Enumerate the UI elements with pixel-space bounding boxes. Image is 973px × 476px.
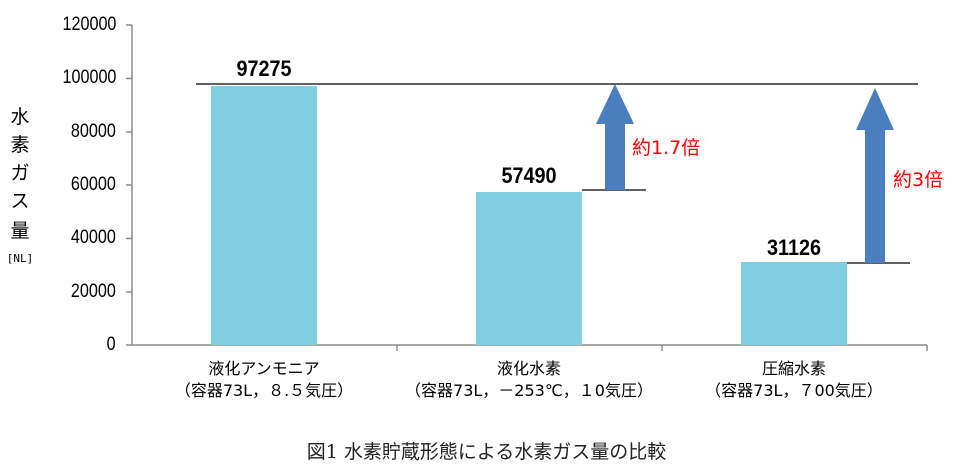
y-tick-label: 100000 bbox=[62, 67, 116, 88]
y-tick-label: 20000 bbox=[71, 281, 116, 302]
bar-compressed-hydrogen bbox=[741, 262, 847, 345]
category-label: 液化アンモニア （容器73L，８.５気圧） bbox=[134, 358, 394, 402]
figure-caption: 図1 水素貯蔵形態による水素ガス量の比較 bbox=[306, 441, 667, 463]
y-tick-label: 0 bbox=[107, 334, 116, 355]
data-label: 97275 bbox=[236, 56, 292, 81]
y-tick-label: 60000 bbox=[71, 174, 116, 195]
data-label: 31126 bbox=[767, 235, 821, 260]
y-axis-title-char: ス bbox=[10, 190, 30, 212]
y-axis-title-char: 素 bbox=[10, 134, 30, 156]
ratio-label: 約1.7倍 bbox=[632, 137, 701, 159]
arrow-up-icon bbox=[596, 84, 634, 190]
category-name: 液化水素 bbox=[496, 359, 561, 378]
category-name: 圧縮水素 bbox=[761, 359, 826, 378]
data-label: 57490 bbox=[501, 163, 557, 188]
ratio-label: 約3倍 bbox=[893, 169, 944, 191]
arrow-up-icon bbox=[856, 88, 894, 263]
y-axis-title-char: 量 bbox=[10, 220, 30, 242]
category-detail: （容器73L，－253℃，１0気圧） bbox=[405, 381, 653, 400]
category-name: 液化アンモニア bbox=[208, 359, 320, 378]
category-label: 液化水素 （容器73L，－253℃，１0気圧） bbox=[399, 358, 659, 402]
y-tick-label: 80000 bbox=[71, 121, 116, 142]
y-tick-label: 120000 bbox=[62, 14, 116, 35]
category-detail: （容器73L，７00気圧） bbox=[705, 381, 883, 400]
y-tick-label: 40000 bbox=[71, 227, 116, 248]
y-axis-title-char: 水 bbox=[10, 106, 30, 128]
bar-liquid-hydrogen bbox=[476, 192, 582, 345]
category-detail: （容器73L，８.５気圧） bbox=[174, 381, 354, 400]
category-label: 圧縮水素 （容器73L，７00気圧） bbox=[664, 358, 924, 402]
bar-liquid-ammonia bbox=[211, 86, 317, 345]
y-axis-unit: [NL] bbox=[6, 252, 34, 265]
y-axis-title-char: ガ bbox=[10, 162, 30, 184]
